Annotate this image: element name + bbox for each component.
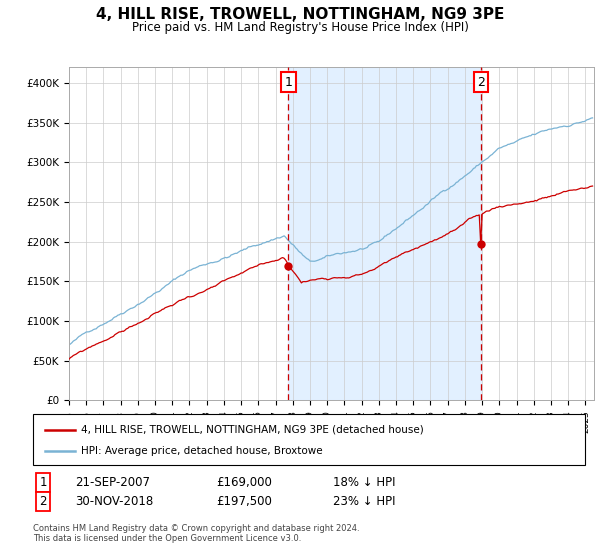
- Text: £197,500: £197,500: [216, 494, 272, 508]
- Text: £169,000: £169,000: [216, 476, 272, 489]
- Text: Price paid vs. HM Land Registry's House Price Index (HPI): Price paid vs. HM Land Registry's House …: [131, 21, 469, 34]
- Text: HPI: Average price, detached house, Broxtowe: HPI: Average price, detached house, Brox…: [81, 446, 323, 456]
- Text: 2: 2: [40, 494, 47, 508]
- Text: Contains HM Land Registry data © Crown copyright and database right 2024.
This d: Contains HM Land Registry data © Crown c…: [33, 524, 359, 543]
- Text: 2: 2: [477, 76, 485, 88]
- Text: 21-SEP-2007: 21-SEP-2007: [75, 476, 150, 489]
- Text: 18% ↓ HPI: 18% ↓ HPI: [333, 476, 395, 489]
- Text: 30-NOV-2018: 30-NOV-2018: [75, 494, 153, 508]
- Text: 1: 1: [40, 476, 47, 489]
- Text: 4, HILL RISE, TROWELL, NOTTINGHAM, NG9 3PE: 4, HILL RISE, TROWELL, NOTTINGHAM, NG9 3…: [96, 7, 504, 22]
- Text: 1: 1: [284, 76, 292, 88]
- Bar: [289, 67, 481, 400]
- Text: 4, HILL RISE, TROWELL, NOTTINGHAM, NG9 3PE (detached house): 4, HILL RISE, TROWELL, NOTTINGHAM, NG9 3…: [81, 424, 424, 435]
- Text: 23% ↓ HPI: 23% ↓ HPI: [333, 494, 395, 508]
